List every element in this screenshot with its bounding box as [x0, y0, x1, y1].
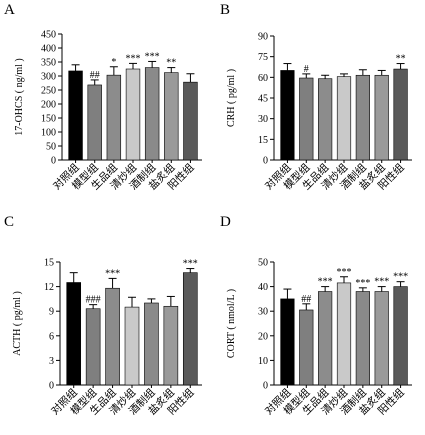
y-tick-label: 450: [41, 30, 56, 41]
significance-label: ***: [337, 267, 352, 278]
y-tick-label: 350: [41, 58, 56, 69]
y-tick-label: 400: [41, 44, 56, 55]
y-tick-label: 0: [49, 381, 54, 392]
y-tick-label: 150: [41, 114, 56, 125]
y-tick-label: 45: [258, 94, 268, 105]
y-tick-label: 100: [41, 128, 56, 139]
y-tick-label: 0: [263, 381, 268, 392]
significance-label: ***: [105, 268, 120, 279]
bar: [355, 74, 370, 161]
y-tick-label: 10: [258, 356, 268, 367]
bar: [280, 298, 295, 386]
bar: [299, 309, 314, 386]
significance-label: ***: [145, 51, 160, 62]
bar: [336, 282, 352, 386]
significance-label: **: [396, 54, 406, 65]
y-tick-label: 9: [49, 307, 54, 318]
bar: [87, 84, 102, 161]
y-axis-label: CRH ( pg/ml ): [226, 69, 237, 127]
bar: [374, 291, 389, 386]
significance-label: ***: [355, 278, 370, 289]
bar: [105, 287, 120, 386]
panel-letter: B: [220, 2, 230, 18]
panel-letter: C: [4, 214, 14, 230]
y-tick-label: 75: [258, 52, 268, 63]
bar: [144, 67, 160, 161]
bar: [163, 305, 179, 386]
y-tick-label: 0: [51, 156, 56, 167]
significance-label: ***: [318, 277, 333, 288]
bar: [318, 78, 333, 161]
y-tick-label: 90: [258, 32, 268, 43]
y-tick-label: 3: [49, 356, 54, 367]
bar: [393, 68, 408, 161]
significance-label: **: [166, 58, 176, 69]
y-tick-label: 30: [258, 114, 268, 125]
bar: [393, 286, 408, 386]
bar: [68, 70, 83, 161]
y-axis-label: ACTH ( pg/ml ): [12, 291, 23, 356]
y-axis-label: CORT ( nmol/L ): [226, 289, 237, 358]
panel-letter: A: [4, 2, 15, 18]
y-tick-label: 30: [258, 307, 268, 318]
significance-label: ***: [183, 259, 198, 270]
bar: [124, 306, 140, 386]
bar: [355, 291, 370, 386]
y-tick-label: 50: [46, 142, 56, 153]
y-tick-label: 15: [258, 135, 268, 146]
bar: [164, 72, 179, 161]
chart-panel-a: A 0 50 100 150 200 250 300 350 400 450 17-OHCS ( ng…: [4, 2, 202, 192]
bar: [374, 74, 389, 161]
y-tick-label: 200: [41, 100, 56, 111]
significance-label: ***: [393, 272, 408, 283]
y-tick-label: 250: [41, 86, 56, 97]
significance-label: ***: [374, 277, 389, 288]
bar: [182, 272, 198, 386]
significance-label: #: [304, 64, 309, 75]
bar: [280, 70, 295, 161]
significance-label: ***: [126, 53, 141, 64]
bar: [299, 77, 314, 161]
bar: [318, 291, 333, 386]
y-axis-label: 17-OHCS ( ng/ml ): [14, 58, 25, 136]
y-tick-label: 15: [44, 258, 54, 269]
y-tick-label: 50: [258, 258, 268, 269]
bar: [144, 302, 159, 386]
bar: [66, 282, 82, 386]
bar: [125, 68, 141, 161]
panel-letter: D: [220, 214, 231, 230]
bar: [85, 308, 101, 386]
significance-label: *: [111, 57, 116, 68]
bar: [106, 74, 122, 161]
y-tick-label: 20: [258, 331, 268, 342]
bar: [336, 76, 352, 161]
significance-label: ###: [86, 295, 101, 306]
significance-label: ##: [90, 70, 100, 81]
y-tick-label: 0: [263, 156, 268, 167]
y-tick-label: 12: [44, 282, 54, 293]
y-tick-label: 60: [258, 73, 268, 84]
bar: [183, 81, 198, 161]
significance-label: ##: [301, 294, 311, 305]
y-tick-label: 300: [41, 72, 56, 83]
y-tick-label: 40: [258, 282, 268, 293]
y-tick-label: 6: [49, 331, 54, 342]
